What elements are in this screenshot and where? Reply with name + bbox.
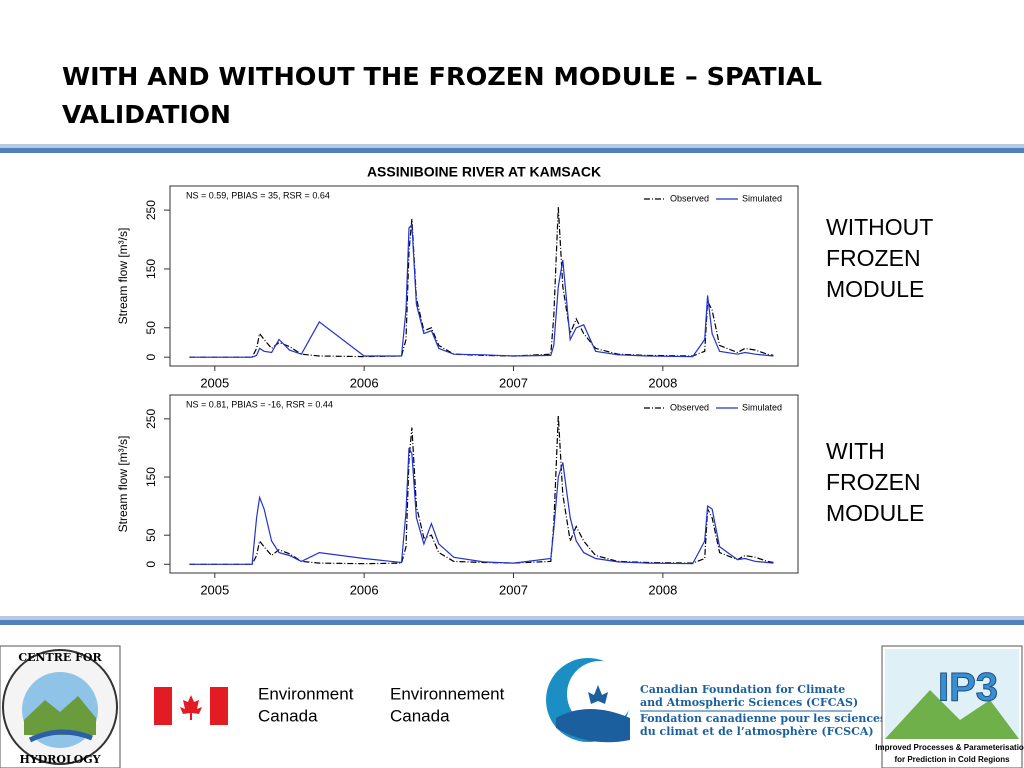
y-tick-label: 150 [144,259,158,279]
logo-text: Environnement [390,684,505,703]
y-axis-label: Stream flow [m³/s] [116,228,130,325]
divider [0,144,1024,148]
logo-text: Canada [390,706,450,725]
x-tick-label: 2007 [499,582,528,597]
logo-text: CENTRE FOR [18,651,102,664]
data-line [189,207,774,358]
logo-environment-canada: Environment Canada Environnement Canada [154,684,505,725]
x-tick-label: 2005 [200,375,229,390]
y-tick-label: 150 [144,467,158,487]
maple-leaf [180,695,202,720]
side-label: WITHOUT [826,214,933,240]
logo-hills [24,696,96,735]
y-tick-label: 250 [144,409,158,429]
logo-text: Canada [258,706,318,725]
logo-text: du climat et de l’atmosphère (FCSCA) [640,725,874,738]
divider [0,148,1024,153]
x-tick-label: 2005 [200,582,229,597]
annotation: NS = 0.81, PBIAS = -16, RSR = 0.44 [186,399,333,409]
chart: 0 50 150 250 Stream flow [m³/s] 2005 2006 2007 2… [116,394,799,597]
logo-text: Fondation canadienne pour les sciences [640,712,886,725]
y-tick-label: 250 [144,200,158,220]
logo-leaf [588,685,608,704]
chart-title: ASSINIBOINE RIVER AT KAMSACK [367,164,601,180]
flag-band [154,687,172,725]
x-tick-label: 2006 [350,375,379,390]
logo-text: and Atmospheric Sciences (CFCAS) [640,696,858,709]
logo-ip3: IP3 Improved Processes & Parameterisatio… [875,645,1024,768]
legend-label: Observed [670,193,709,203]
logo-wave [556,709,630,743]
divider [0,616,1024,620]
y-tick-label: 50 [144,528,158,542]
y-tick-label: 50 [144,321,158,335]
y-tick-label: 0 [144,354,158,361]
logo-river [28,729,93,743]
annotation: NS = 0.59, PBIAS = 35, RSR = 0.64 [186,190,330,200]
legend-label: Simulated [742,193,782,203]
charts: ASSINIBOINE RIVER AT KAMSACK 0 50 150 250 Str… [116,164,799,597]
legend-label: Observed [670,402,709,412]
divider [0,620,1024,625]
logo-hills [885,690,1019,739]
data-line [189,447,774,565]
logo-hydrology: CENTRE FOR HYDROLOGY [0,645,121,768]
x-tick-label: 2006 [350,582,379,597]
x-tick-label: 2008 [648,582,677,597]
legend-label: Simulated [742,402,782,412]
data-line [189,415,774,565]
x-tick-label: 2008 [648,375,677,390]
chart: ASSINIBOINE RIVER AT KAMSACK 0 50 150 250 Str… [116,164,799,390]
title-line: VALIDATION [62,100,231,129]
slide-title: WITH AND WITHOUT THE FROZEN MODULE – SPA… [62,62,822,129]
logo-text: HYDROLOGY [19,753,100,766]
logo-text: for Prediction in Cold Regions [894,755,1010,764]
side-label: WITH [826,438,885,464]
y-tick-label: 0 [144,561,158,568]
logo-text: Improved Processes & Parameterisation [875,743,1024,752]
title-line: WITH AND WITHOUT THE FROZEN MODULE – SPA… [62,62,822,91]
x-tick-label: 2007 [499,375,528,390]
logo-text: Environment [258,684,354,703]
side-label: FROZEN [826,245,921,271]
logo-cfcas: Canadian Foundation for Climate and Atmo… [546,658,886,743]
logo-text: Canadian Foundation for Climate [640,683,845,696]
logo-text: IP3 [938,666,998,710]
plot-frame [169,185,799,367]
side-label: MODULE [826,500,924,526]
data-line [189,223,774,358]
side-label: MODULE [826,276,924,302]
side-labels: WITHOUT FROZEN MODULE WITH FROZEN MODULE [826,214,933,526]
plot-frame [169,394,799,574]
y-axis-label: Stream flow [m³/s] [116,436,130,533]
side-label: FROZEN [826,469,921,495]
flag-band [210,687,228,725]
